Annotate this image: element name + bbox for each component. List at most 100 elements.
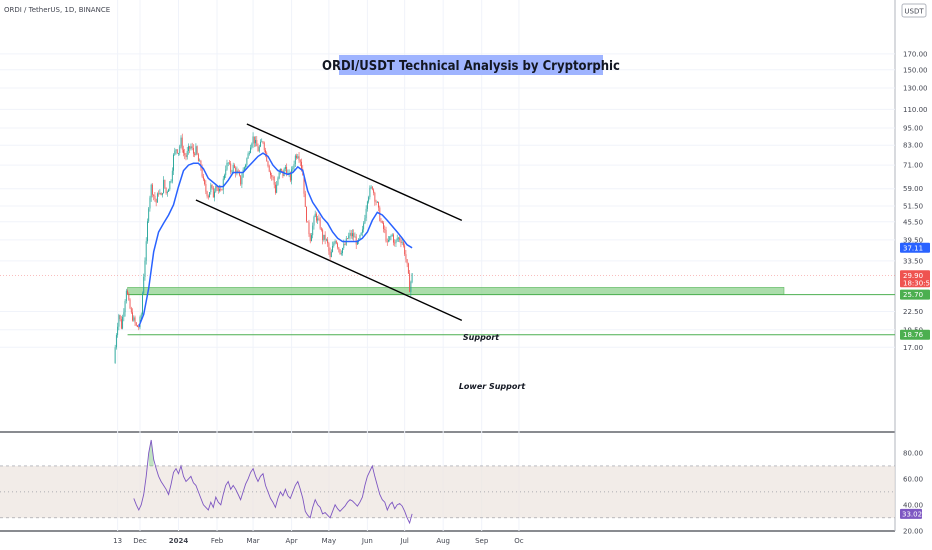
candle-body bbox=[170, 181, 172, 183]
candle-body bbox=[352, 233, 353, 237]
candle-body bbox=[349, 232, 351, 236]
time-tick-label: Apr bbox=[286, 537, 298, 545]
candle-body bbox=[388, 240, 389, 242]
candle-body bbox=[272, 176, 274, 178]
candle-body bbox=[159, 192, 161, 194]
candle-body bbox=[176, 149, 178, 154]
candle-body bbox=[278, 172, 280, 179]
rsi-line bbox=[133, 439, 413, 525]
candle-body bbox=[261, 141, 263, 143]
candle-body bbox=[183, 149, 184, 154]
candle-body bbox=[343, 243, 345, 249]
price-badge-label: 29.90 bbox=[903, 272, 923, 280]
support-zone-rect bbox=[127, 287, 785, 295]
candle-body bbox=[186, 150, 188, 158]
candle-body bbox=[313, 217, 315, 226]
candle-body bbox=[149, 197, 151, 209]
candle-body bbox=[196, 146, 198, 155]
candle-body bbox=[363, 223, 365, 230]
candle-body bbox=[339, 249, 341, 255]
axes: 170.00 150.00 130.00 110.00 95.00 83.00 71.00 5… bbox=[113, 50, 927, 545]
lower-support-label[interactable]: Lower Support bbox=[459, 382, 526, 391]
candle-body bbox=[260, 141, 261, 147]
candle-body bbox=[324, 234, 326, 240]
candle-body bbox=[296, 155, 298, 158]
price-tick-label: 45.50 bbox=[903, 218, 923, 226]
candle-body bbox=[129, 299, 131, 309]
candle-body bbox=[242, 169, 244, 178]
candle-body bbox=[115, 335, 117, 348]
candle-body bbox=[293, 164, 295, 168]
descending-channel[interactable] bbox=[195, 123, 463, 321]
candle-body bbox=[386, 241, 388, 243]
candle-body bbox=[383, 222, 384, 229]
currency-label: USDT bbox=[904, 8, 924, 16]
candle-body bbox=[143, 276, 145, 294]
support-label[interactable]: Support bbox=[463, 333, 500, 342]
candle-body bbox=[320, 228, 322, 230]
candle-body bbox=[120, 319, 122, 329]
candle-body bbox=[376, 201, 378, 203]
candle-body bbox=[355, 236, 357, 245]
candle-body bbox=[175, 149, 177, 151]
candle-body bbox=[333, 243, 335, 246]
candle-body bbox=[233, 165, 235, 168]
chart-title[interactable]: ORDI/USDT Technical Analysis by Cryptorp… bbox=[322, 59, 620, 74]
candle-body bbox=[169, 181, 171, 190]
candle-body bbox=[298, 156, 300, 161]
candle-body bbox=[405, 254, 407, 260]
candle-body bbox=[226, 162, 228, 170]
candle-body bbox=[391, 234, 393, 237]
candle-body bbox=[317, 218, 319, 221]
candle-body bbox=[409, 273, 411, 293]
candle-body bbox=[168, 189, 170, 192]
candle-body bbox=[194, 153, 196, 155]
candle-body bbox=[395, 239, 397, 244]
candle-body bbox=[127, 290, 129, 295]
time-tick-label: Sep bbox=[475, 537, 489, 545]
currency-button[interactable] bbox=[901, 3, 927, 18]
symbol-info: ORDI / TetherUS, 1D, BINANCE bbox=[4, 6, 110, 14]
price-badge bbox=[900, 329, 930, 340]
candle-body bbox=[407, 263, 409, 274]
candle-body bbox=[262, 141, 264, 143]
candle-body bbox=[325, 239, 327, 241]
price-tick-label: 59.00 bbox=[903, 185, 923, 193]
candle-body bbox=[114, 347, 116, 364]
time-tick-label: 13 bbox=[113, 537, 122, 545]
time-tick-label: Oc bbox=[514, 537, 524, 545]
candle-body bbox=[123, 312, 125, 317]
candle-body bbox=[205, 184, 207, 192]
candle-body bbox=[354, 236, 356, 238]
candle-body bbox=[397, 237, 399, 239]
candle-body bbox=[232, 165, 234, 172]
candle-body bbox=[201, 167, 203, 177]
candle-body bbox=[165, 187, 167, 194]
channel-upper-line bbox=[246, 123, 463, 222]
rsi-tick-label: 20.00 bbox=[903, 527, 923, 535]
time-tick-label: Jun bbox=[361, 537, 373, 545]
candle-body bbox=[277, 178, 279, 185]
candle-body bbox=[281, 168, 283, 171]
candle-body bbox=[184, 153, 186, 156]
candle-body bbox=[282, 170, 284, 177]
candle-body bbox=[347, 238, 348, 240]
candle-body bbox=[211, 184, 213, 188]
price-badge-label: 37.11 bbox=[903, 244, 923, 252]
candle-body bbox=[192, 147, 194, 154]
candle-body bbox=[399, 237, 401, 240]
candle-body bbox=[124, 301, 126, 313]
candle-body bbox=[118, 315, 120, 327]
candle-body bbox=[243, 167, 245, 170]
candle-body bbox=[369, 187, 371, 198]
channel-lower-line bbox=[195, 199, 463, 321]
candle-body bbox=[156, 193, 158, 203]
candle-body bbox=[284, 166, 286, 169]
candle-body bbox=[394, 242, 396, 244]
price-tick-label: 95.00 bbox=[903, 125, 923, 133]
candle-body bbox=[365, 208, 367, 219]
candle-body bbox=[366, 201, 368, 209]
candle-body bbox=[251, 143, 253, 148]
